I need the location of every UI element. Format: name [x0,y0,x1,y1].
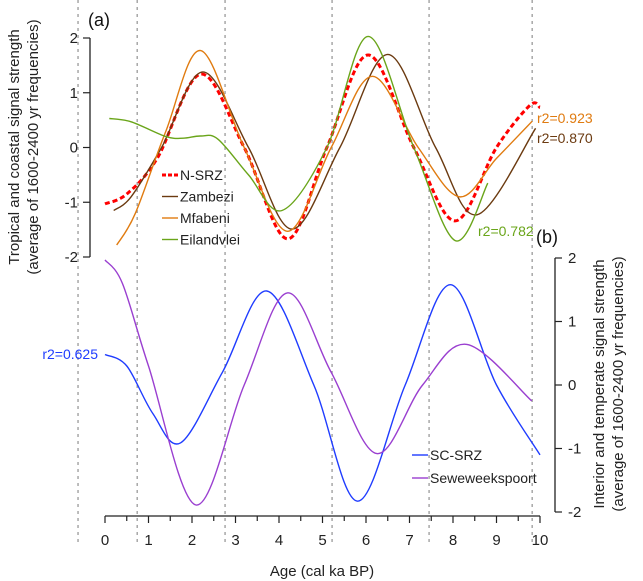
y-tick-label: -1 [568,441,581,458]
legends: N-SRZ Zambezi Mfabeni Eilandvlei SC-SRZ Sewew… [162,167,537,486]
r2-zambezi: r2=0.870 [537,130,593,146]
legend-label: Seweweekspoort [430,470,537,486]
panel-label-b: (b) [536,227,558,247]
x-tick-label: 2 [188,532,196,549]
y-tick-label: 1 [70,85,78,102]
y-tick-label: -2 [65,249,78,266]
x-tick-label: 4 [275,532,283,549]
x-tick-label: 0 [101,532,109,549]
r2-sc-srz: r2=0.625 [42,346,98,362]
series-line-n-srz [104,53,541,241]
x-axis-title: Age (cal ka BP) [270,563,374,580]
panel-label-a: (a) [88,10,110,30]
y-tick-label: -1 [65,194,78,211]
x-tick-label: 5 [318,532,326,549]
x-tick-label: 3 [231,532,239,549]
y-tick-label: -2 [568,504,581,521]
y-tick-label: 0 [70,140,78,157]
r2-eilandvlei: r2=0.782 [478,223,534,239]
r2-mfabeni: r2=0.923 [537,110,593,126]
right-y-axis-title-line2: (average of 1600-2400 yr frequencies) [610,256,627,511]
right-y-axis-title-line1: Interior and temperate signal strength [591,259,608,508]
y-tick-label: 0 [568,377,576,394]
series-line-sc-srz [104,283,541,502]
series-lines [104,35,541,506]
legend-label: Mfabeni [180,210,230,226]
series-line-mfabeni [116,49,533,246]
y-tick-label: 2 [70,30,78,47]
legend-label: N-SRZ [180,167,223,183]
x-tick-label: 7 [405,532,413,549]
y-tick-label: 2 [568,250,576,267]
series-line-zambezi [113,53,537,230]
left-y-axis-title-line1: Tropical and coastal signal strength [6,29,23,264]
x-tick-label: 8 [449,532,457,549]
vertical-reference-lines [77,0,533,545]
legend-label: SC-SRZ [430,447,483,463]
series-line-eilandvlei [109,35,489,242]
series-line-seweweekspoort [104,259,533,506]
y-tick-label: 1 [568,314,576,331]
legend-label: Eilandvlei [180,232,240,248]
x-tick-label: 1 [144,532,152,549]
axes: 0 1 2 3 4 5 6 7 8 9 10 -2 -1 0 1 2 -2 -1 0 1 2 [65,30,582,549]
x-tick-label: 10 [532,532,549,549]
legend-label: Zambezi [180,189,234,205]
left-y-axis-title-line2: (average of 1600-2400 yr frequencies) [25,19,42,274]
x-tick-label: 9 [492,532,500,549]
x-tick-label: 6 [362,532,370,549]
